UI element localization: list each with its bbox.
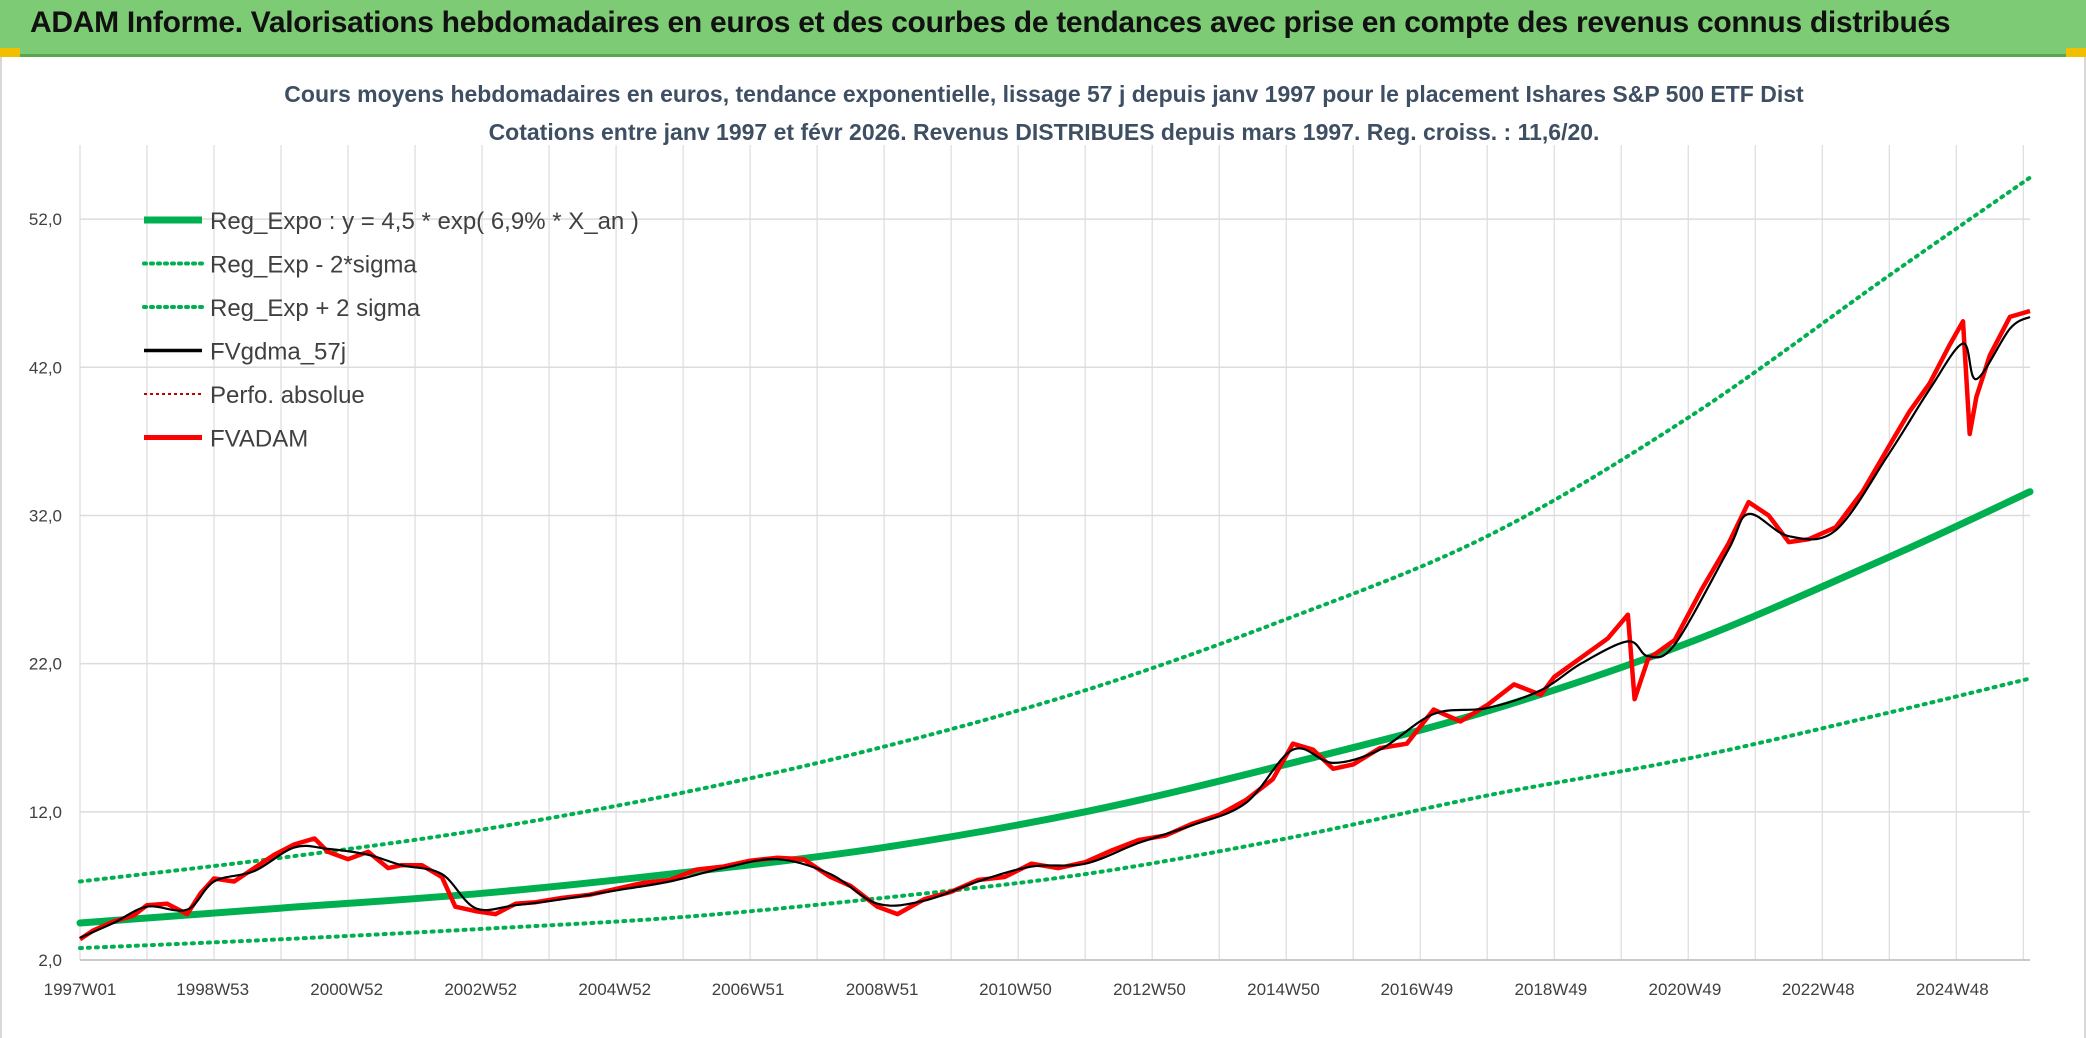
y-tick-label: 12,0	[29, 803, 62, 822]
legend-label: Perfo. absolue	[210, 382, 365, 409]
x-tick-label: 2004W52	[578, 980, 651, 999]
y-tick-label: 52,0	[29, 210, 62, 229]
x-tick-label: 2002W52	[444, 980, 517, 999]
y-tick-label: 32,0	[29, 506, 62, 525]
series-reg-plus-2sigma	[78, 175, 2032, 884]
x-axis: 1997W01 1998W53 2000W52 2002W52 2004W52 2006W…	[44, 980, 1989, 999]
y-tick-label: 2,0	[38, 951, 62, 970]
legend-label: Reg_Expo : y = 4,5 * exp( 6,9% * X_an )	[210, 208, 639, 235]
chart-legend: Reg_Expo : y = 4,5 * exp( 6,9% * X_an ) R…	[142, 208, 639, 453]
y-tick-label: 22,0	[29, 655, 62, 674]
chart-title: Cours moyens hebdomadaires en euros, ten…	[284, 81, 1804, 145]
x-tick-label: 1998W53	[176, 980, 249, 999]
x-tick-label: 2008W51	[846, 980, 919, 999]
y-axis: 2,0 12,0 22,0 32,0 42,0 52,0	[29, 210, 62, 970]
x-tick-label: 2012W50	[1113, 980, 1186, 999]
x-tick-label: 2000W52	[310, 980, 383, 999]
series-reg-expo	[76, 488, 2034, 927]
x-tick-label: 2020W49	[1649, 980, 1722, 999]
header-bar: ADAM Informe. Valorisations hebdomadaire…	[0, 0, 2086, 57]
chart-frame: Cours moyens hebdomadaires en euros, ten…	[0, 57, 2086, 1038]
chart-svg: Cours moyens hebdomadaires en euros, ten…	[29, 81, 2034, 999]
chart-title-line-1: Cours moyens hebdomadaires en euros, ten…	[284, 81, 1804, 107]
x-tick-label: 2014W50	[1247, 980, 1320, 999]
header-corner-accent-right	[2066, 48, 2086, 57]
x-tick-label: 2018W49	[1514, 980, 1587, 999]
x-tick-label: 2016W49	[1380, 980, 1453, 999]
series-reg-minus-2sigma	[78, 676, 2032, 951]
chart-series	[76, 175, 2034, 951]
legend-label: FVgdma_57j	[210, 339, 346, 366]
series-fvgdma-57j	[79, 315, 2031, 939]
legend-label: Reg_Exp + 2 sigma	[210, 295, 421, 322]
header-corner-accent-left	[0, 48, 20, 57]
x-tick-label: 2022W48	[1782, 980, 1855, 999]
legend-label: FVADAM	[210, 426, 308, 453]
x-tick-label: 2010W50	[979, 980, 1052, 999]
x-tick-label: 1997W01	[44, 980, 117, 999]
x-tick-label: 2024W48	[1916, 980, 1989, 999]
x-tick-label: 2006W51	[712, 980, 785, 999]
page-title: ADAM Informe. Valorisations hebdomadaire…	[30, 6, 1951, 39]
legend-label: Reg_Exp - 2*sigma	[210, 252, 417, 279]
chart-grid	[79, 145, 2030, 961]
chart-title-line-2: Cotations entre janv 1997 et févr 2026. …	[489, 119, 1600, 145]
y-tick-label: 42,0	[29, 358, 62, 377]
